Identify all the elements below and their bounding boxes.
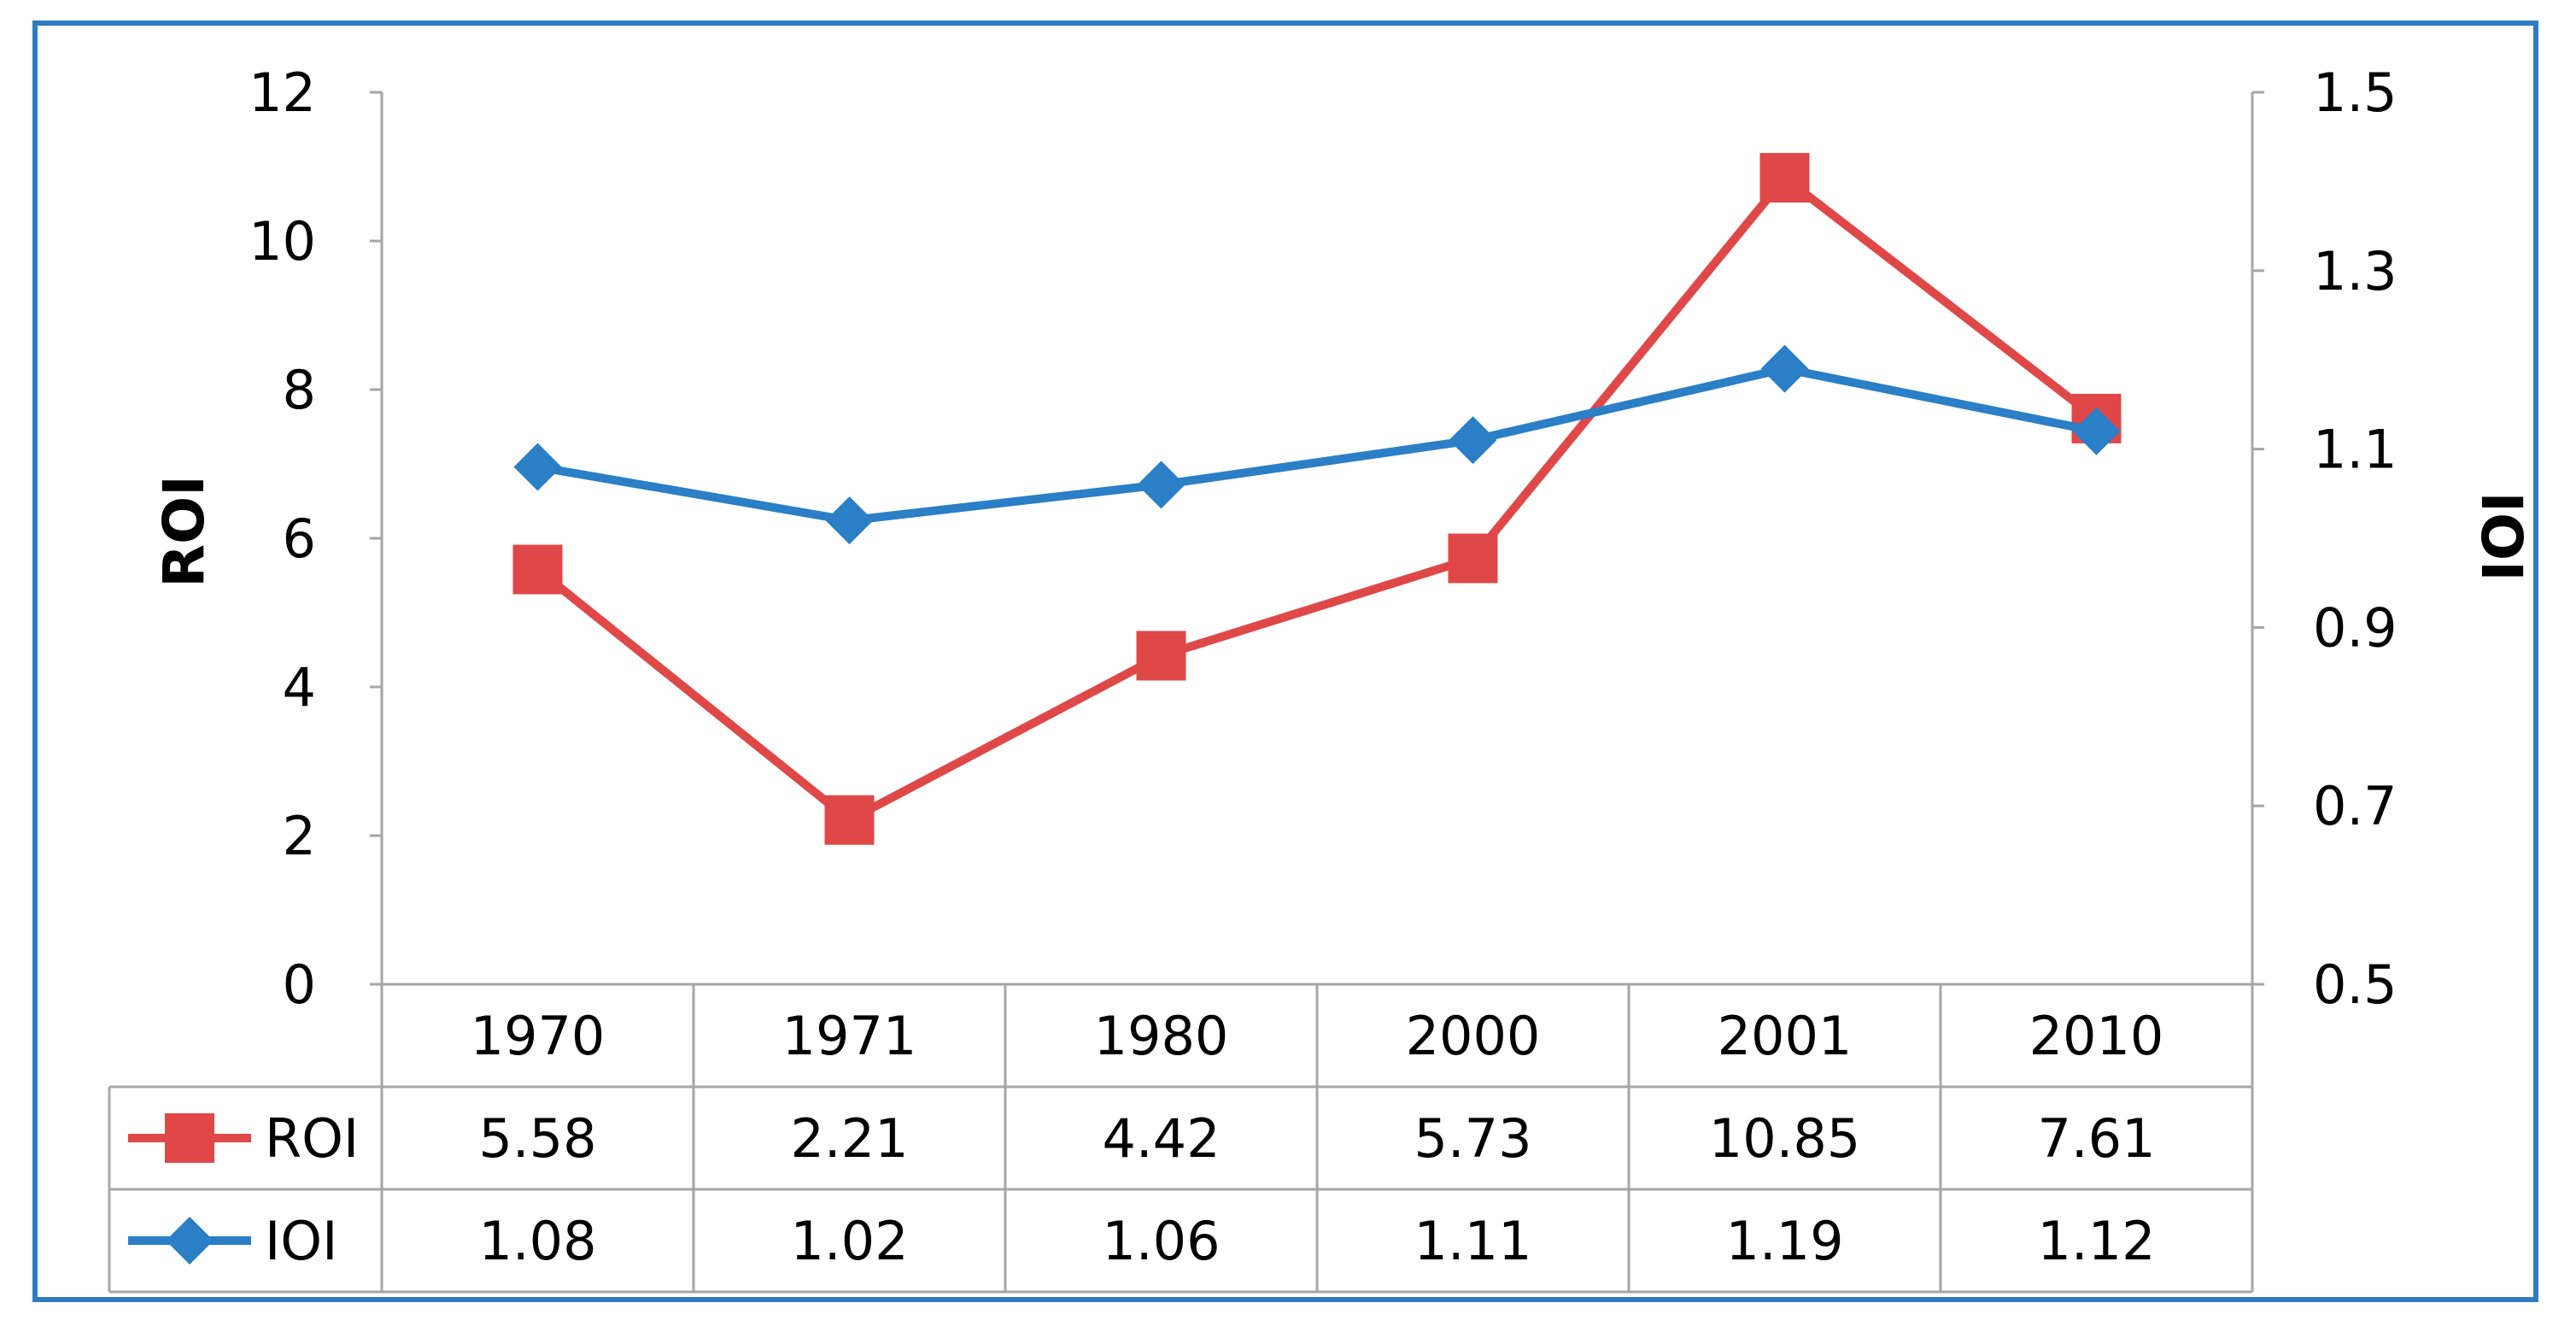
series-line-roi [535,173,2099,825]
data-label: 1.12 [2037,1210,2155,1272]
data-label: 1.19 [1725,1210,1843,1272]
point-ioi [1449,416,1497,465]
y-left-tick-label: 0 [283,954,316,1016]
y-right-tick-label: 0.9 [2313,596,2397,659]
data-label: 1.06 [1102,1210,1220,1272]
data-label: 7.61 [2037,1107,2155,1170]
data-label: 5.73 [1414,1107,1531,1170]
point-roi [512,544,563,595]
y-left-tick-label: 2 [283,805,316,867]
series-line-ioi [536,364,2098,525]
y-left-tick-label: 12 [249,62,316,124]
data-label: 1.08 [478,1210,596,1272]
series-layer [512,153,2122,845]
point-ioi [2072,407,2121,455]
y-right-tick-label: 1.3 [2313,240,2397,302]
y-left-tick-label: 8 [283,359,316,421]
x-tick-label: 2000 [1406,1005,1541,1067]
x-tick-label: 1970 [471,1005,606,1067]
axes: 0 2 4 6 8 10 12 0.5 0.7 0.9 1.1 1.3 1.5 [249,62,2397,1016]
data-label: 1.11 [1414,1210,1531,1272]
y-left-tick-label: 6 [283,508,316,570]
y-right-tick-label: 1.5 [2313,62,2397,124]
data-label: 5.58 [478,1107,596,1170]
legend-marker-ioi [166,1217,214,1265]
legend-label-roi: ROI [265,1107,359,1170]
y-axis-left-label: ROI [151,475,217,587]
x-tick-label: 2001 [1718,1005,1853,1067]
point-roi [824,795,875,845]
x-tick-label: 1980 [1094,1005,1229,1067]
point-roi [1136,631,1186,681]
point-ioi [513,443,562,491]
data-label: 10.85 [1709,1107,1861,1170]
y-right-tick-label: 1.1 [2313,419,2397,481]
legend-marker-roi [165,1113,214,1163]
point-roi [1448,533,1498,584]
data-label: 4.42 [1102,1107,1220,1170]
y-axis-right-label: IOI [2468,491,2534,581]
point-ioi [1137,461,1186,509]
data-table: 1970 1971 1980 2000 2001 2010 ROI 5.58 2.21 4.42 5… [108,983,2254,1294]
point-ioi [1760,344,1809,393]
y-right-tick-label: 0.5 [2313,954,2397,1016]
data-label: 2.21 [790,1107,908,1170]
y-left-tick-label: 10 [249,210,316,273]
x-tick-label: 2010 [2029,1005,2164,1067]
data-label: 1.02 [790,1210,908,1272]
chart-frame [32,21,2538,1302]
point-roi [1759,153,1810,203]
legend-label-ioi: IOI [265,1210,337,1272]
y-left-tick-label: 4 [283,656,316,719]
x-tick-label: 1971 [782,1005,917,1067]
point-ioi [825,496,874,545]
y-right-tick-label: 0.7 [2313,775,2397,837]
